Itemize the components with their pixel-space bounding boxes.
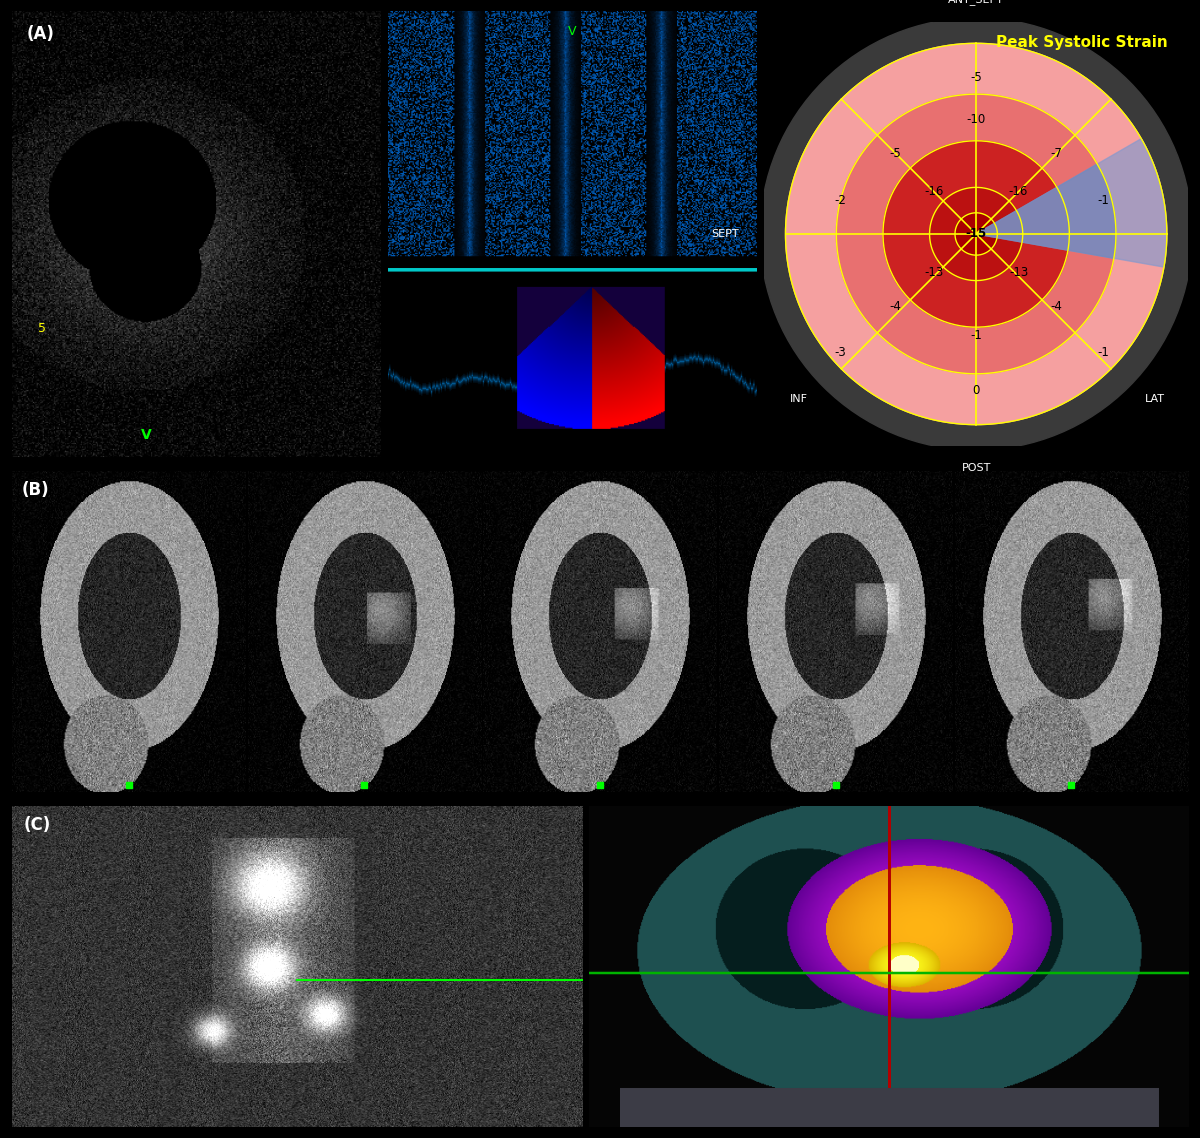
Text: -4: -4 bbox=[1051, 299, 1062, 313]
Text: ANT_SEPT: ANT_SEPT bbox=[948, 0, 1004, 6]
Text: -13: -13 bbox=[1009, 265, 1028, 279]
Text: (C): (C) bbox=[24, 816, 50, 834]
Text: -5: -5 bbox=[971, 71, 982, 84]
Text: -13: -13 bbox=[924, 265, 943, 279]
Text: (B): (B) bbox=[22, 480, 49, 498]
Text: -16: -16 bbox=[1009, 185, 1028, 198]
Circle shape bbox=[883, 141, 1069, 328]
Text: -1: -1 bbox=[1097, 346, 1109, 360]
Text: (A): (A) bbox=[26, 25, 55, 43]
Circle shape bbox=[955, 213, 997, 255]
Text: -16: -16 bbox=[924, 185, 943, 198]
Text: -15: -15 bbox=[966, 228, 986, 240]
Circle shape bbox=[760, 18, 1193, 450]
Text: INF: INF bbox=[790, 394, 808, 404]
Text: -1: -1 bbox=[971, 329, 982, 343]
Text: -10: -10 bbox=[966, 113, 985, 126]
Circle shape bbox=[786, 43, 1166, 424]
Circle shape bbox=[836, 94, 1116, 373]
Text: V: V bbox=[568, 25, 577, 38]
Text: POST: POST bbox=[961, 463, 991, 472]
Text: SEPT: SEPT bbox=[712, 229, 739, 239]
Text: -1: -1 bbox=[1097, 193, 1109, 207]
Wedge shape bbox=[976, 139, 1166, 267]
Wedge shape bbox=[976, 164, 1116, 258]
Text: -2: -2 bbox=[835, 193, 846, 207]
Text: LAT: LAT bbox=[1145, 394, 1165, 404]
Circle shape bbox=[930, 188, 1022, 281]
Text: -5: -5 bbox=[889, 147, 901, 160]
Text: -4: -4 bbox=[889, 299, 901, 313]
Text: V: V bbox=[140, 428, 151, 442]
Text: -3: -3 bbox=[835, 346, 846, 360]
Text: Peak Systolic Strain: Peak Systolic Strain bbox=[996, 35, 1168, 50]
Text: 5: 5 bbox=[37, 322, 46, 335]
Text: 0: 0 bbox=[972, 385, 980, 397]
Text: -7: -7 bbox=[1051, 147, 1062, 160]
